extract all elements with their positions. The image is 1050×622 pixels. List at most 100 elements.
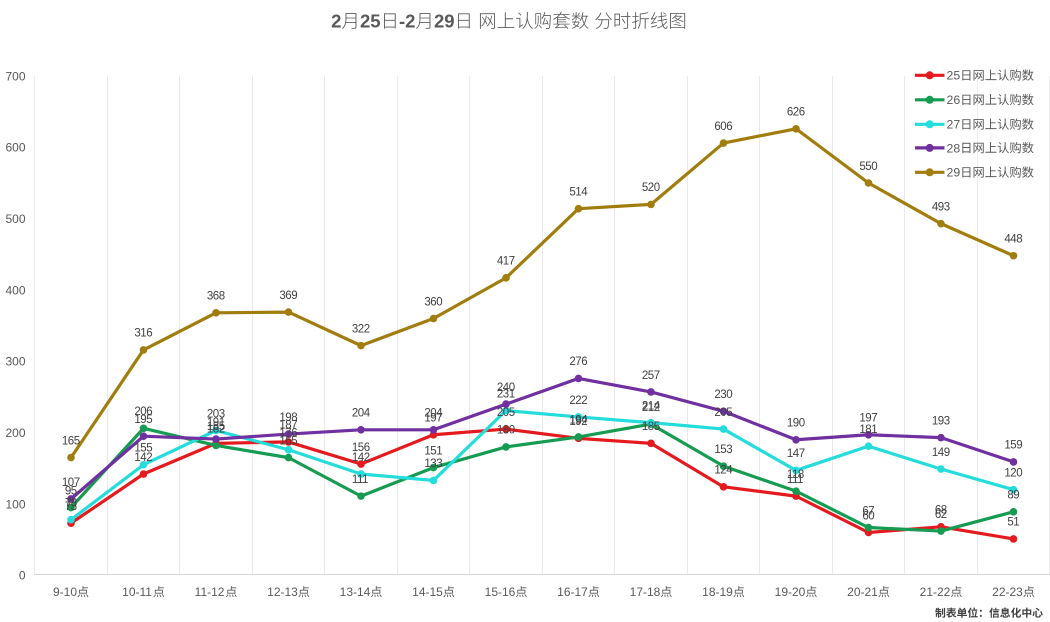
svg-text:550: 550: [859, 161, 877, 173]
svg-text:204: 204: [424, 408, 443, 420]
svg-text:222: 222: [569, 395, 587, 407]
svg-text:187: 187: [279, 420, 297, 432]
svg-text:15-16: 15-16: [485, 585, 516, 599]
svg-text:133: 133: [424, 458, 442, 470]
svg-text:155: 155: [134, 443, 152, 455]
svg-text:19-20: 19-20: [775, 585, 806, 599]
svg-text:322: 322: [352, 323, 370, 335]
svg-text:626: 626: [787, 107, 805, 119]
svg-text:12-13: 12-13: [267, 585, 298, 599]
svg-text:600: 600: [5, 141, 25, 155]
svg-text:198: 198: [279, 412, 297, 424]
svg-text:520: 520: [642, 182, 660, 194]
svg-text:20-21: 20-21: [847, 585, 878, 599]
svg-text:78: 78: [65, 497, 77, 509]
svg-text:191: 191: [207, 417, 225, 429]
svg-text:203: 203: [207, 408, 225, 420]
svg-text:100: 100: [5, 497, 25, 511]
svg-text:194: 194: [569, 415, 588, 427]
svg-text:51: 51: [1007, 517, 1019, 529]
svg-text:197: 197: [859, 413, 877, 425]
svg-text:111: 111: [352, 474, 368, 486]
svg-text:142: 142: [134, 452, 152, 464]
svg-text:182: 182: [207, 423, 225, 435]
svg-text:230: 230: [714, 389, 732, 401]
svg-text:29: 29: [947, 166, 961, 180]
svg-text:22-23: 22-23: [992, 585, 1023, 599]
svg-text:185: 185: [642, 421, 660, 433]
svg-text:165: 165: [62, 435, 80, 447]
svg-text:448: 448: [1004, 234, 1022, 246]
svg-text:417: 417: [497, 256, 515, 268]
svg-text:185: 185: [207, 421, 225, 433]
svg-text:124: 124: [714, 465, 733, 477]
svg-text:206: 206: [134, 406, 152, 418]
svg-text:0: 0: [19, 569, 26, 583]
svg-text:180: 180: [497, 425, 515, 437]
svg-text:18-19: 18-19: [702, 585, 733, 599]
svg-text:212: 212: [642, 402, 660, 414]
svg-text:14-15: 14-15: [412, 585, 443, 599]
svg-text:205: 205: [497, 407, 515, 419]
svg-text:28: 28: [947, 141, 961, 155]
svg-text:118: 118: [787, 469, 804, 481]
svg-text:240: 240: [497, 382, 515, 394]
svg-text:107: 107: [62, 477, 80, 489]
svg-text:89: 89: [1007, 490, 1019, 502]
svg-text:360: 360: [424, 296, 442, 308]
svg-text:368: 368: [207, 291, 225, 303]
svg-text:195: 195: [134, 414, 152, 426]
svg-text:73: 73: [65, 501, 77, 513]
svg-text:204: 204: [352, 408, 371, 420]
svg-text:68: 68: [935, 505, 947, 517]
svg-text:276: 276: [569, 356, 587, 368]
svg-text:153: 153: [714, 444, 732, 456]
svg-text:142: 142: [352, 452, 370, 464]
svg-text:176: 176: [279, 428, 297, 440]
svg-text:25: 25: [360, 11, 381, 32]
svg-text:214: 214: [642, 400, 661, 412]
svg-text:67: 67: [862, 505, 874, 517]
svg-text:25: 25: [947, 69, 961, 83]
svg-text:11-12: 11-12: [195, 585, 225, 599]
svg-text:29: 29: [434, 11, 455, 32]
svg-text:316: 316: [134, 328, 152, 340]
svg-text:606: 606: [714, 121, 732, 133]
svg-text:192: 192: [569, 416, 587, 428]
svg-text:257: 257: [642, 370, 660, 382]
svg-text:165: 165: [279, 435, 297, 447]
svg-text:159: 159: [1004, 440, 1022, 452]
svg-text:27: 27: [947, 118, 961, 132]
svg-text:16-17: 16-17: [557, 585, 588, 599]
svg-text:2: 2: [331, 11, 341, 32]
svg-text:120: 120: [1004, 468, 1022, 480]
svg-text:193: 193: [932, 415, 950, 427]
svg-text:10-11: 10-11: [122, 585, 152, 599]
svg-text:700: 700: [5, 69, 25, 83]
svg-text:190: 190: [787, 418, 805, 430]
svg-text:149: 149: [932, 447, 950, 459]
svg-text:111: 111: [787, 474, 803, 486]
svg-text:156: 156: [352, 442, 370, 454]
svg-text:95: 95: [65, 485, 77, 497]
svg-text:369: 369: [279, 290, 297, 302]
svg-text:500: 500: [5, 212, 25, 226]
svg-text:60: 60: [862, 510, 874, 522]
svg-text:493: 493: [932, 201, 950, 213]
svg-text:147: 147: [787, 448, 805, 460]
svg-text:9-10: 9-10: [53, 585, 77, 599]
svg-text:514: 514: [569, 186, 588, 198]
svg-text:62: 62: [935, 509, 947, 521]
svg-text:181: 181: [859, 424, 877, 436]
svg-text:17-18: 17-18: [630, 585, 661, 599]
svg-text:300: 300: [5, 355, 25, 369]
svg-text:21-22: 21-22: [920, 585, 951, 599]
svg-text:26: 26: [947, 93, 961, 107]
svg-text:205: 205: [714, 407, 732, 419]
svg-text:-2: -2: [399, 11, 415, 32]
svg-text:231: 231: [497, 388, 515, 400]
svg-text:197: 197: [424, 413, 442, 425]
svg-text:400: 400: [5, 283, 25, 297]
svg-text:13-14: 13-14: [340, 585, 371, 599]
svg-text:200: 200: [5, 426, 25, 440]
